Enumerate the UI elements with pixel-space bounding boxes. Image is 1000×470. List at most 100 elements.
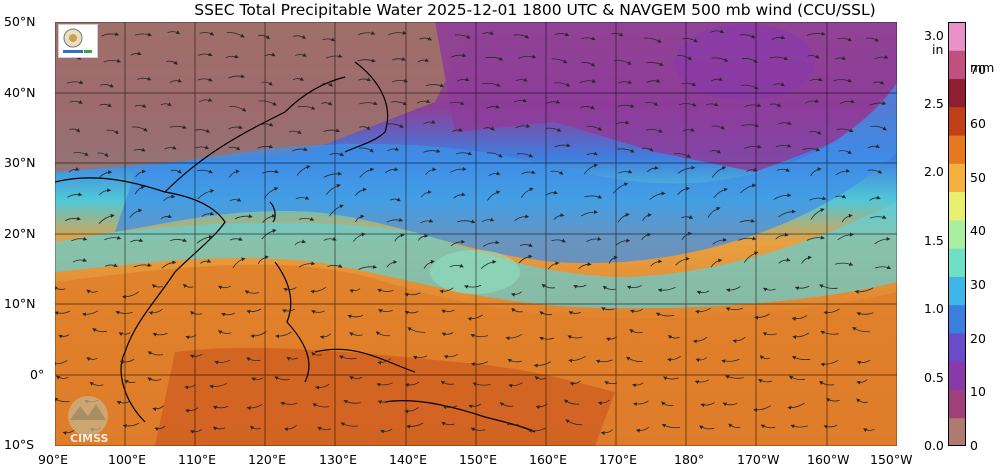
wind-arrow [616,148,635,153]
wind-arrow [133,147,146,152]
wind-arrow [872,80,885,85]
wind-arrow [820,330,839,335]
wind-arrow [343,400,361,404]
lon-label-170w: 170°W [737,452,780,467]
wind-arrow [869,215,887,219]
colorbar-segment [948,304,966,334]
wind-arrow [251,377,264,382]
wind-arrow [579,105,595,110]
wind-arrow [551,58,568,64]
wind-arrow [541,283,555,289]
wind-arrow [869,195,881,201]
wind-arrow [389,197,401,202]
wind-arrow [386,123,404,128]
wind-arrow [225,54,239,59]
wind-arrow [695,357,707,363]
colorbar-mm-unit: mm [970,60,995,75]
wind-arrow [809,77,823,82]
wind-arrow [791,356,811,361]
wind-arrow [738,236,757,241]
wind-arrow [661,424,681,429]
colorbar-inch-tick: 2.5 [924,96,944,112]
wind-arrow [66,80,84,84]
wind-arrow [499,402,514,407]
wind-arrow [630,308,643,314]
wind-arrow [863,428,875,433]
colorbar-inch-tick: 3.0 [924,27,944,43]
wind-arrow [790,424,808,429]
wind-arrow [792,332,810,340]
wind-arrow [386,217,403,223]
wind-arrow [856,359,871,365]
wind-arrow [778,257,791,264]
wind-arrow [692,336,708,344]
wind-arrow [154,425,166,432]
wind-arrow [725,375,744,379]
colorbar-inch-tick: 1.5 [924,232,944,248]
wind-arrow [298,217,315,221]
wind-arrow [218,330,232,335]
wind-arrow [533,361,552,368]
wind-arrow [197,77,213,82]
wind-arrow [705,102,719,107]
wind-arrow [339,355,357,360]
wind-arrow [197,52,213,57]
wind-arrow [696,290,710,295]
wind-arrow [726,286,741,293]
wind-arrow [567,335,583,340]
wind-arrow [164,145,177,150]
wind-arrow [835,168,851,176]
wind-arrow [516,153,533,158]
wind-arrow [200,259,212,264]
wind-arrow [420,218,434,224]
wind-arrow [357,58,376,63]
wind-arrow [835,194,847,199]
wind-arrow [453,192,466,199]
wind-arrow [568,355,586,363]
wind-arrow [199,97,213,103]
wind-arrow [55,375,69,380]
wind-arrow [263,187,279,199]
wind-arrow [710,77,723,82]
wind-arrow [681,215,694,219]
wind-arrow [137,76,152,81]
wind-arrow [754,313,770,320]
wind-arrow [86,357,98,362]
wind-arrow [802,147,821,152]
wind-arrow [134,185,146,195]
wind-arrow [185,407,199,413]
wind-arrow [407,327,426,333]
wind-arrow [166,60,178,65]
colorbar-mm-tick: 20 [970,330,986,346]
wind-arrow [284,424,297,432]
colorbar-mm-tick: 30 [970,276,986,292]
wind-arrow [406,422,424,429]
colorbar-border [948,22,966,446]
wind-arrow [201,211,215,217]
wind-arrow [183,283,194,288]
grid-lines [55,22,897,446]
wind-arrow [375,331,391,337]
wind-arrow [633,400,649,407]
wind-arrow [677,186,690,196]
wind-arrow [55,397,70,403]
lon-label-180: 180° [674,452,705,467]
wind-arrow [130,51,142,56]
wind-arrow [169,78,182,83]
wind-arrow [98,188,112,196]
wind-arrow [584,194,603,199]
wind-arrow [778,121,792,125]
wind-arrow [840,99,855,104]
wind-arrow [763,287,776,292]
wind-arrow [482,31,494,36]
wind-arrow [506,421,519,426]
wind-arrow [615,238,631,246]
wind-arrow [232,257,246,269]
wind-arrow [470,361,488,367]
wind-arrow [801,255,812,264]
wind-arrow [486,152,503,158]
wind-arrow [73,152,89,156]
wind-arrow [488,171,501,177]
wind-arrow [322,82,333,87]
wind-arrow [775,232,789,240]
